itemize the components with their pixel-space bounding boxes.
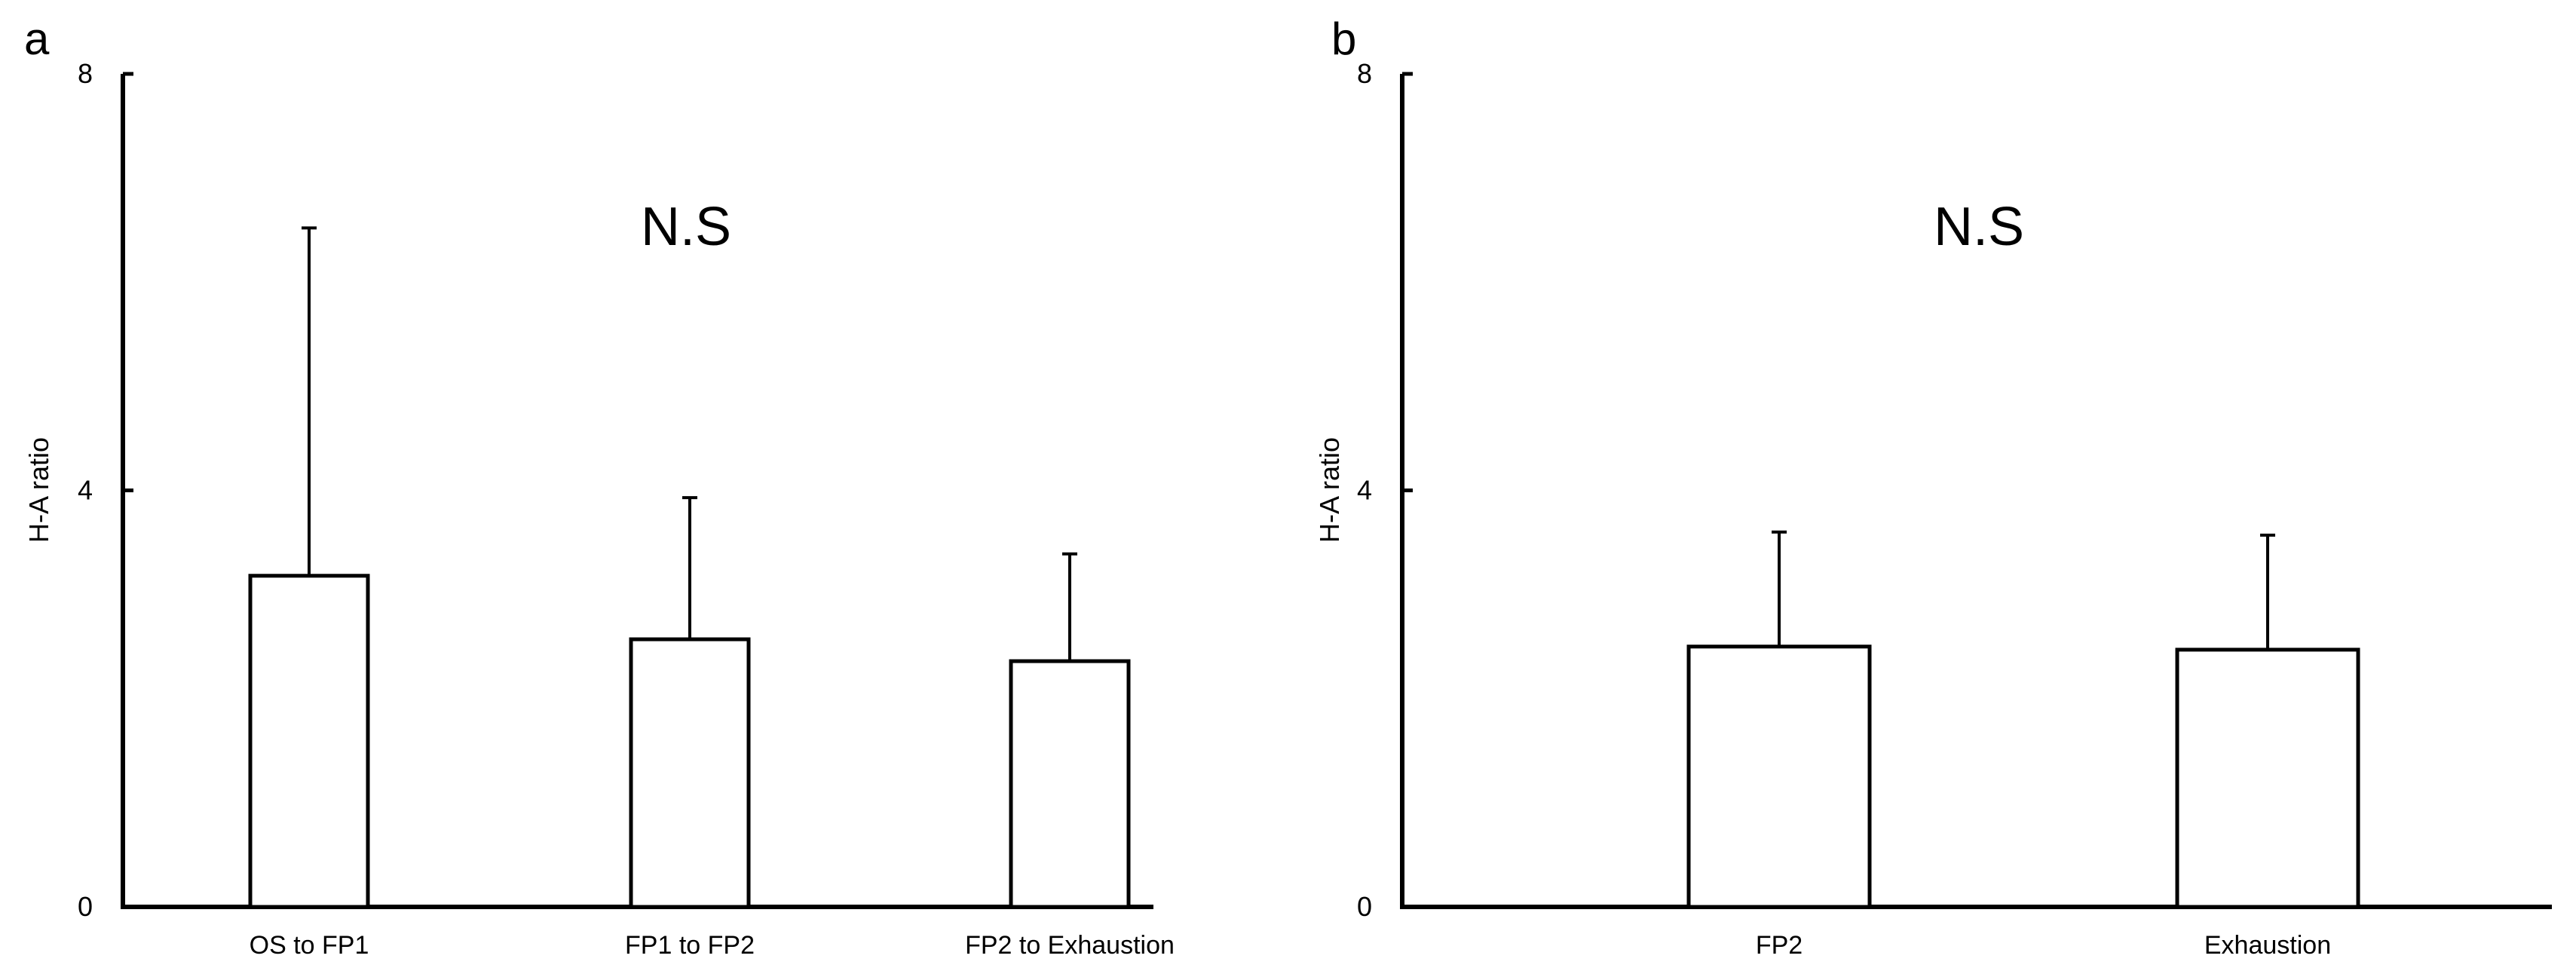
significance-annotation: N.S (1934, 197, 2024, 257)
bar (248, 574, 370, 909)
y-tick-label: 0 (78, 891, 93, 922)
y-tick-label: 4 (78, 475, 93, 506)
bar (1686, 645, 1872, 909)
y-tick-label: 8 (78, 58, 93, 89)
y-tick-label: 4 (1357, 475, 1372, 506)
x-category-label: Exhaustion (2204, 931, 2331, 960)
y-axis-title: H-A ratio (23, 437, 54, 543)
x-category-label: FP2 to Exhaustion (965, 931, 1175, 960)
x-category-label: OS to FP1 (250, 931, 369, 960)
bar (629, 637, 751, 909)
y-tick-label: 0 (1357, 891, 1372, 922)
bar (2175, 648, 2360, 909)
x-category-label: FP1 to FP2 (625, 931, 755, 960)
x-category-label: FP2 (1756, 931, 1803, 960)
y-axis-title: H-A ratio (1314, 437, 1345, 543)
panel-letter: a (24, 14, 50, 64)
bar (1009, 659, 1131, 909)
panel-a: a 0 4 8 H-A ratio OS to FP1 FP1 to FP2 FP2 to E… (23, 14, 1175, 960)
panel-b: b 0 4 8 H-A ratio FP2 Exhaustion N.S (1314, 14, 2552, 960)
y-tick-label: 8 (1357, 58, 1372, 89)
panel-letter: b (1331, 14, 1356, 64)
significance-annotation: N.S (641, 197, 731, 257)
